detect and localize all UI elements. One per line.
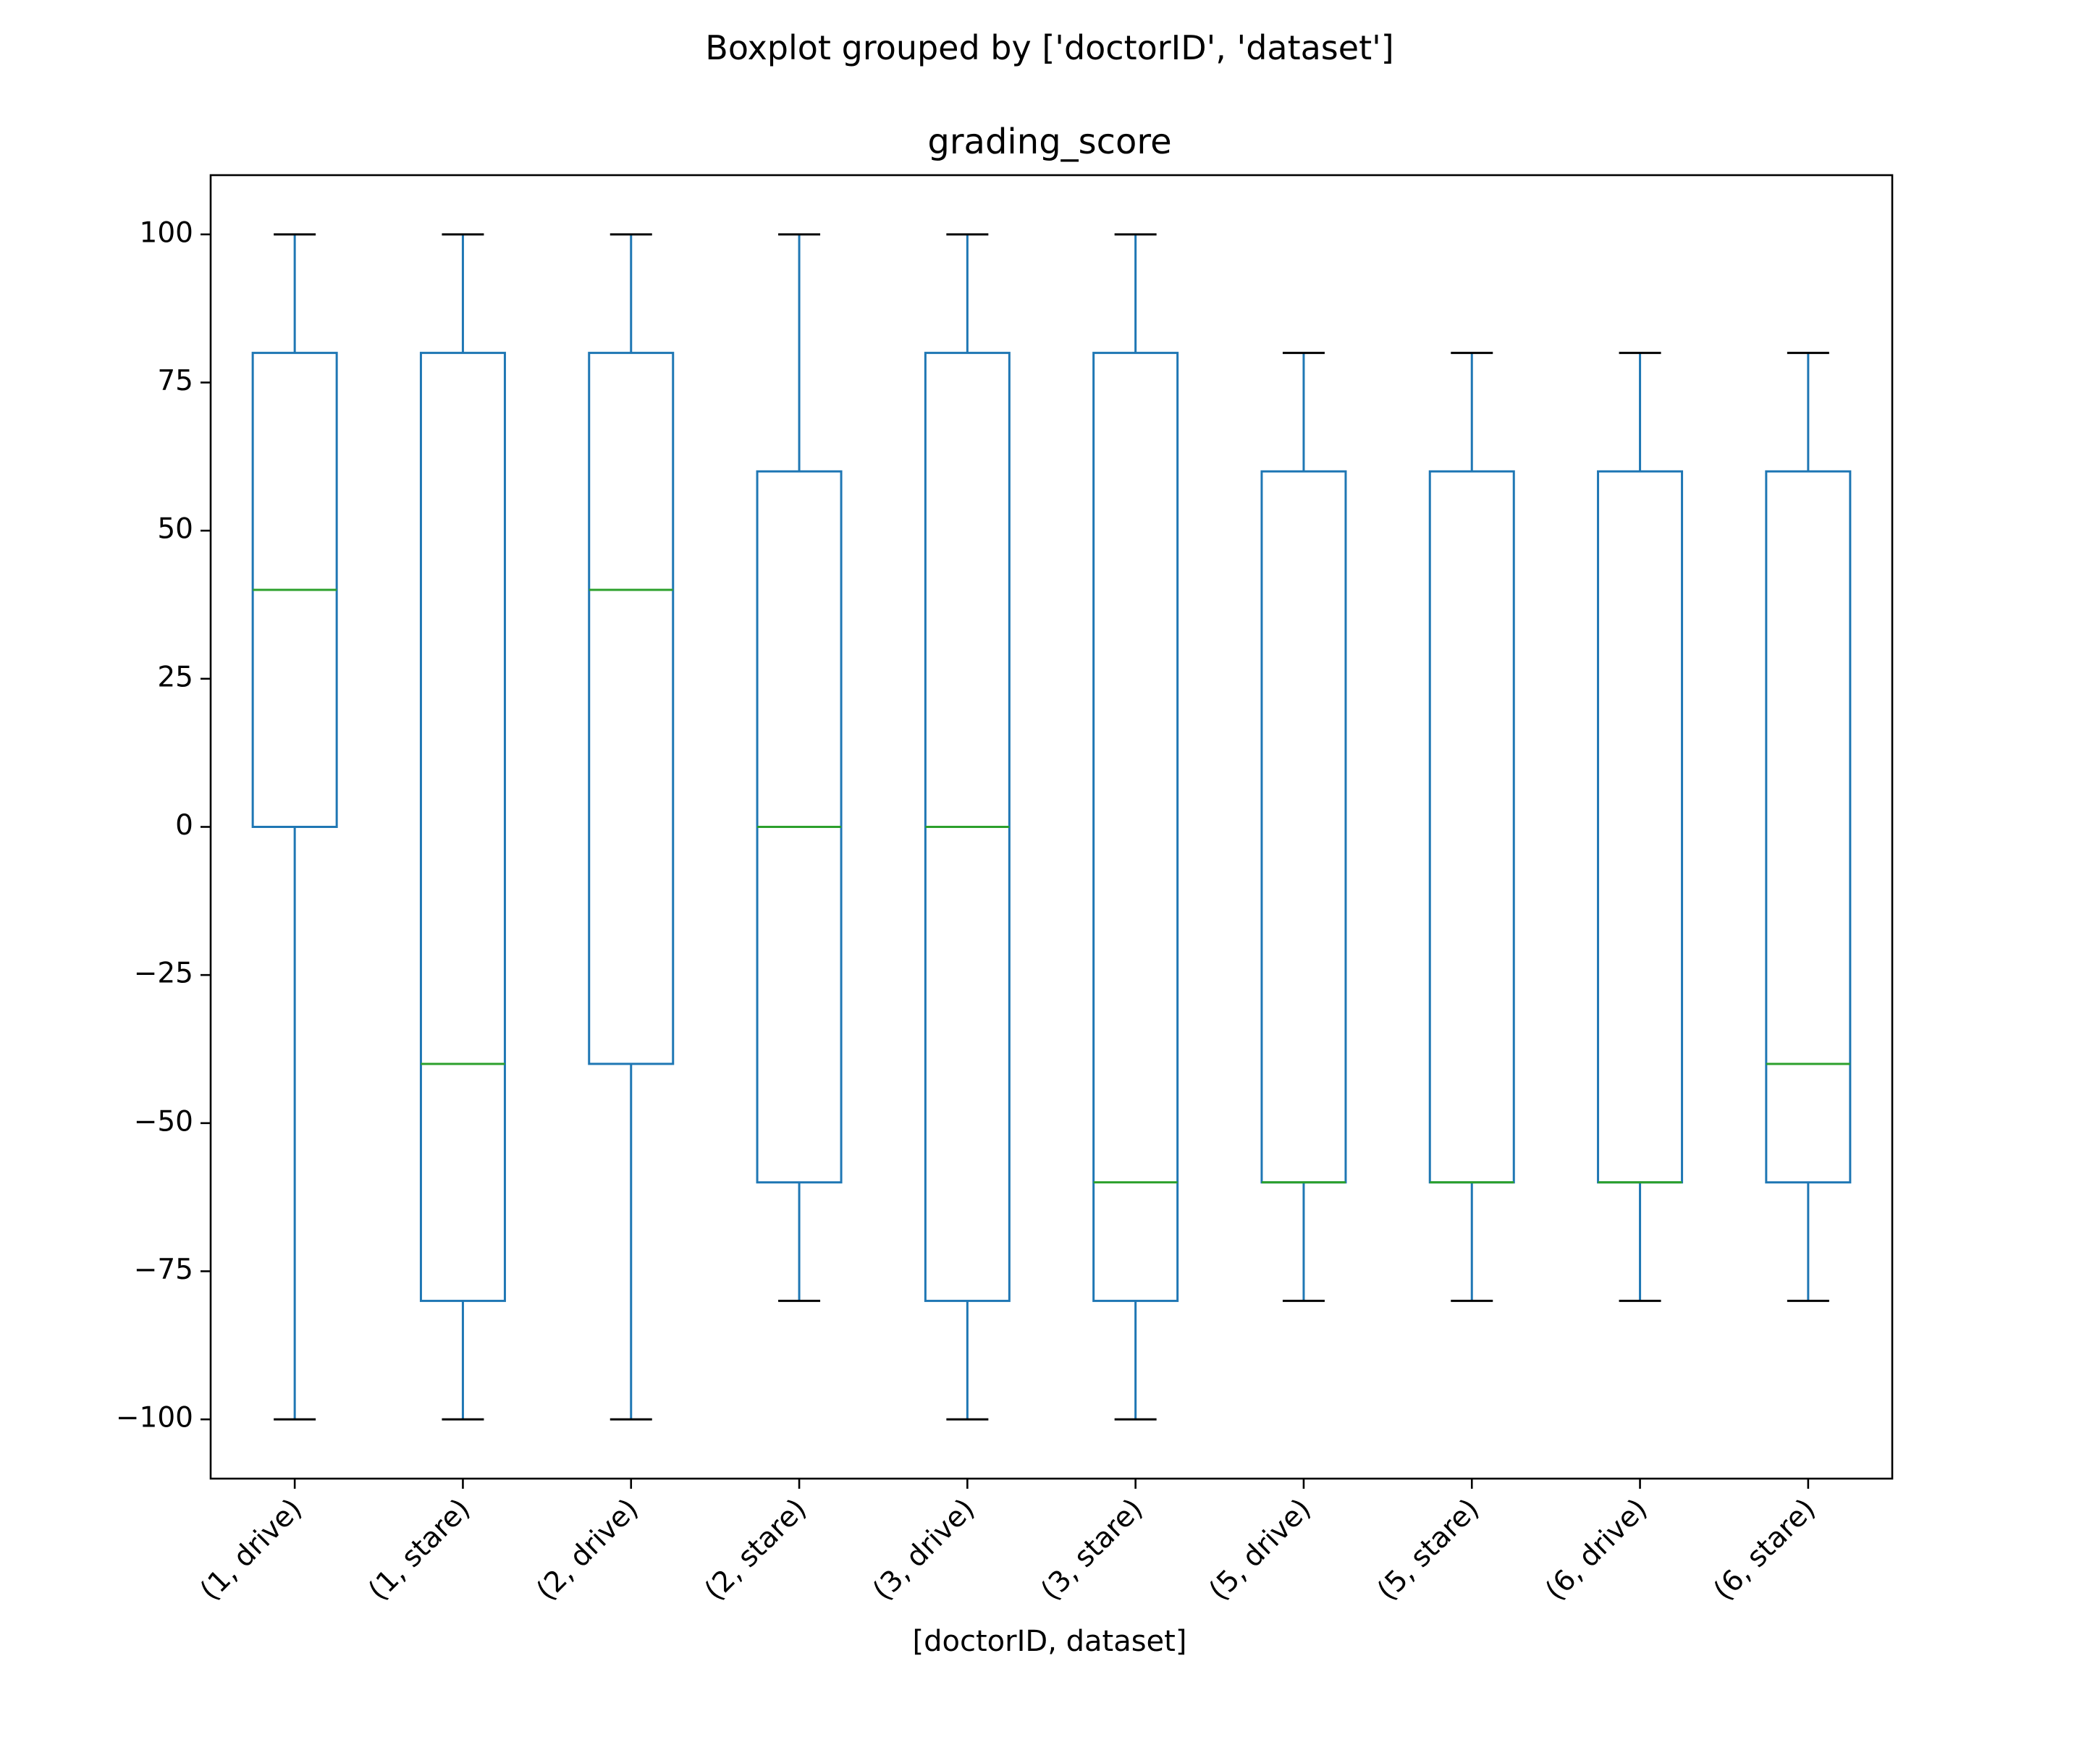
y-tick-label: −100: [116, 1402, 193, 1434]
box-2: [419, 233, 506, 1421]
box-iqr: [1260, 470, 1347, 1184]
y-tick-label: −50: [134, 1105, 193, 1138]
axes-title: grading_score: [927, 122, 1171, 162]
box-iqr: [1597, 470, 1684, 1184]
x-tick-label: (3, drive): [866, 1492, 981, 1607]
x-tick-label: (5, drive): [1203, 1492, 1317, 1607]
box-series: [251, 233, 1852, 1421]
chart-title: Boxplot grouped by ['doctorID', 'dataset…: [705, 28, 1393, 67]
box-9: [1597, 352, 1684, 1302]
box-3: [588, 233, 675, 1421]
x-tick-label: (2, drive): [531, 1492, 645, 1607]
y-tick-label: 50: [157, 513, 193, 546]
y-tick-label: −75: [134, 1254, 193, 1286]
box-5: [924, 233, 1011, 1421]
x-tick-label: (6, stare): [1708, 1492, 1822, 1607]
box-10: [1765, 352, 1852, 1302]
x-tick-label: (1, drive): [194, 1492, 308, 1607]
y-tick-label: 100: [140, 216, 193, 249]
y-tick-label: 75: [157, 365, 193, 397]
y-tick-label: 0: [175, 809, 193, 842]
x-tick-label: (1, stare): [362, 1492, 476, 1607]
x-axis-label: [doctorID, dataset]: [913, 1625, 1187, 1658]
box-1: [251, 233, 338, 1421]
x-axis: (1, drive) (1, stare) (2, drive) (2, stare)…: [194, 1479, 1822, 1607]
box-4: [756, 233, 843, 1302]
box-6: [1092, 233, 1179, 1421]
box-iqr: [1092, 352, 1179, 1302]
x-tick-label: (2, stare): [699, 1492, 813, 1607]
plot-frame: [209, 174, 1894, 1480]
box-7: [1260, 352, 1347, 1302]
box-iqr: [1428, 470, 1515, 1184]
box-iqr: [419, 352, 506, 1302]
y-tick-label: −25: [134, 958, 193, 990]
x-tick-label: (3, stare): [1035, 1492, 1150, 1607]
box-8: [1428, 352, 1515, 1302]
x-tick-label: (6, drive): [1539, 1492, 1653, 1607]
y-axis: −100 −75 −50 −25 0 25 50 75 100: [116, 216, 211, 1434]
box-iqr: [588, 352, 675, 1065]
x-tick-label: (5, stare): [1371, 1492, 1485, 1607]
y-tick-label: 25: [157, 661, 193, 693]
box-iqr: [1765, 470, 1852, 1184]
